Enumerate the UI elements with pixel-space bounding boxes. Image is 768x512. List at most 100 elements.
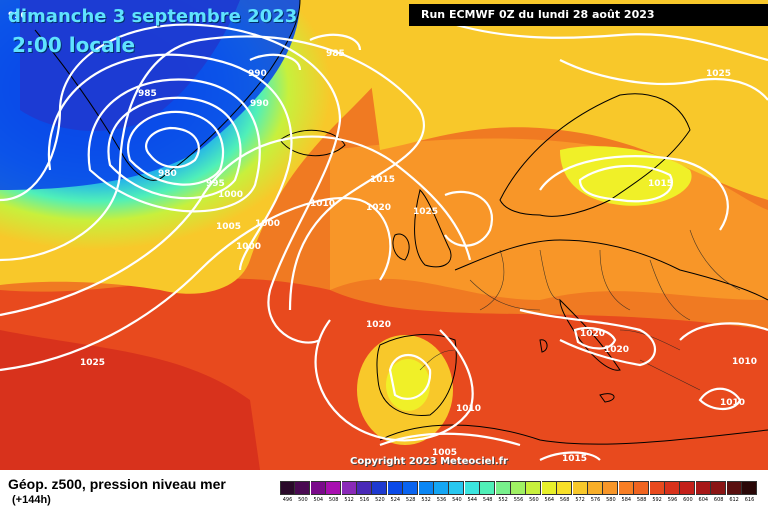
color-swatch — [511, 481, 526, 495]
color-swatch — [649, 481, 665, 495]
isobar-label: 1015 — [648, 179, 673, 189]
isobar-label: 1020 — [366, 203, 391, 213]
scale-tick-label: 600 — [683, 497, 693, 503]
scale-tick-label: 548 — [482, 497, 493, 503]
scale-tick-label: 528 — [405, 497, 416, 503]
scale-tick-label: 568 — [559, 497, 570, 503]
scale-tick-label: 572 — [575, 497, 585, 503]
color-swatch — [634, 481, 650, 495]
scale-tick-label: 592 — [652, 497, 662, 503]
isobar-labels: 990 985 990 985 990 980 995 1000 1005 10… — [8, 11, 757, 464]
color-swatch — [588, 481, 603, 495]
lead-time: (+144h) — [12, 494, 51, 506]
color-swatch — [572, 481, 588, 495]
color-swatch — [403, 481, 419, 495]
color-swatch — [603, 481, 619, 495]
scale-tick-label: 584 — [621, 497, 632, 503]
scale-tick-label: 524 — [390, 497, 401, 503]
isobar-label: 1000 — [236, 242, 261, 252]
isobar-label: 1010 — [456, 404, 481, 414]
field-deep-red — [0, 330, 260, 470]
color-swatch — [665, 481, 680, 495]
isobar-label: 1015 — [370, 175, 395, 185]
color-swatch — [557, 481, 573, 495]
color-swatch — [280, 481, 295, 495]
scale-tick-label: 496 — [282, 497, 293, 503]
color-swatch — [418, 481, 434, 495]
scale-tick-label: 556 — [513, 497, 524, 503]
isobar-label: 1010 — [732, 357, 757, 367]
scale-tick-label: 508 — [328, 497, 339, 503]
isobar-label: 1010 — [720, 398, 745, 408]
isobar-label: 995 — [206, 179, 225, 189]
color-scale: 496 500 504 508 512 516 520 524 528 532 536 540 544 5… — [280, 481, 760, 503]
scale-tick-label: 576 — [590, 497, 601, 503]
color-swatch — [372, 481, 388, 495]
scale-tick-label: 544 — [467, 497, 478, 503]
color-swatch — [387, 481, 403, 495]
copyright-notice: Copyright 2023 Meteociel.fr — [350, 456, 508, 467]
scale-tick-label: 612 — [729, 497, 739, 503]
isobar-label: 1020 — [604, 345, 629, 355]
scale-tick-label: 500 — [298, 497, 308, 503]
forecast-date: dimanche 3 septembre 2023 — [8, 6, 298, 27]
scale-tick-label: 604 — [698, 497, 709, 503]
color-swatch — [742, 481, 757, 495]
color-swatch — [680, 481, 696, 495]
isobar-label: 985 — [326, 49, 345, 59]
isobar-label: 985 — [138, 89, 157, 99]
isobars — [0, 18, 768, 461]
scale-tick-label: 608 — [713, 497, 724, 503]
color-swatch — [695, 481, 711, 495]
pressure-map: 990 985 990 985 990 980 995 1000 1005 10… — [0, 0, 768, 470]
isobar-label: 1005 — [432, 448, 457, 458]
isobar-label: 990 — [8, 11, 27, 21]
scale-tick-label: 596 — [667, 497, 678, 503]
scale-tick-label: 588 — [636, 497, 647, 503]
color-swatch — [295, 481, 311, 495]
isobar-label: 1025 — [413, 207, 438, 217]
field-iberia-core — [386, 359, 430, 411]
parameter-title: Géop. z500, pression niveau mer — [8, 476, 226, 492]
color-swatch — [449, 481, 465, 495]
isobar-label: 1025 — [80, 358, 105, 368]
field-yellow-north — [360, 0, 768, 200]
legend-bar: Géop. z500, pression niveau mer (+144h) … — [0, 470, 768, 512]
color-swatch — [541, 481, 557, 495]
isobar-label: 1020 — [580, 329, 605, 339]
scale-tick-label: 552 — [498, 497, 508, 503]
scale-tick-label: 504 — [313, 497, 324, 503]
field-coldest — [20, 0, 240, 131]
isobar-label: 1000 — [218, 190, 243, 200]
color-swatch — [726, 481, 742, 495]
scale-tick-label: 564 — [544, 497, 555, 503]
color-swatch — [434, 481, 449, 495]
color-swatch — [495, 481, 511, 495]
scale-tick-label: 540 — [452, 497, 462, 503]
field-red-east — [560, 360, 768, 470]
scale-tick-label: 616 — [744, 497, 755, 503]
scale-tick-label: 560 — [529, 497, 539, 503]
color-swatch — [480, 481, 496, 495]
model-run-info: Run ECMWF 0Z du lundi 28 août 2023 — [409, 4, 768, 26]
color-swatch — [464, 481, 480, 495]
isobar-label: 990 — [250, 99, 269, 109]
scale-tick-label: 536 — [436, 497, 447, 503]
isobar-label: 1025 — [706, 69, 731, 79]
isobar-label: 1000 — [255, 219, 280, 229]
color-swatch — [618, 481, 634, 495]
color-swatch — [711, 481, 727, 495]
color-swatch — [326, 481, 342, 495]
scale-tick-label: 516 — [359, 497, 370, 503]
scale-tick-label: 532 — [421, 497, 431, 503]
scale-tick-label: 512 — [344, 497, 354, 503]
isobar-label: 1005 — [216, 222, 241, 232]
color-swatch — [310, 481, 326, 495]
scale-tick-label: 520 — [375, 497, 385, 503]
color-swatch — [526, 481, 542, 495]
isobar-label: 980 — [158, 169, 177, 179]
scale-tick-label: 580 — [606, 497, 616, 503]
isobar-label: 1010 — [310, 199, 335, 209]
color-swatch — [357, 481, 372, 495]
